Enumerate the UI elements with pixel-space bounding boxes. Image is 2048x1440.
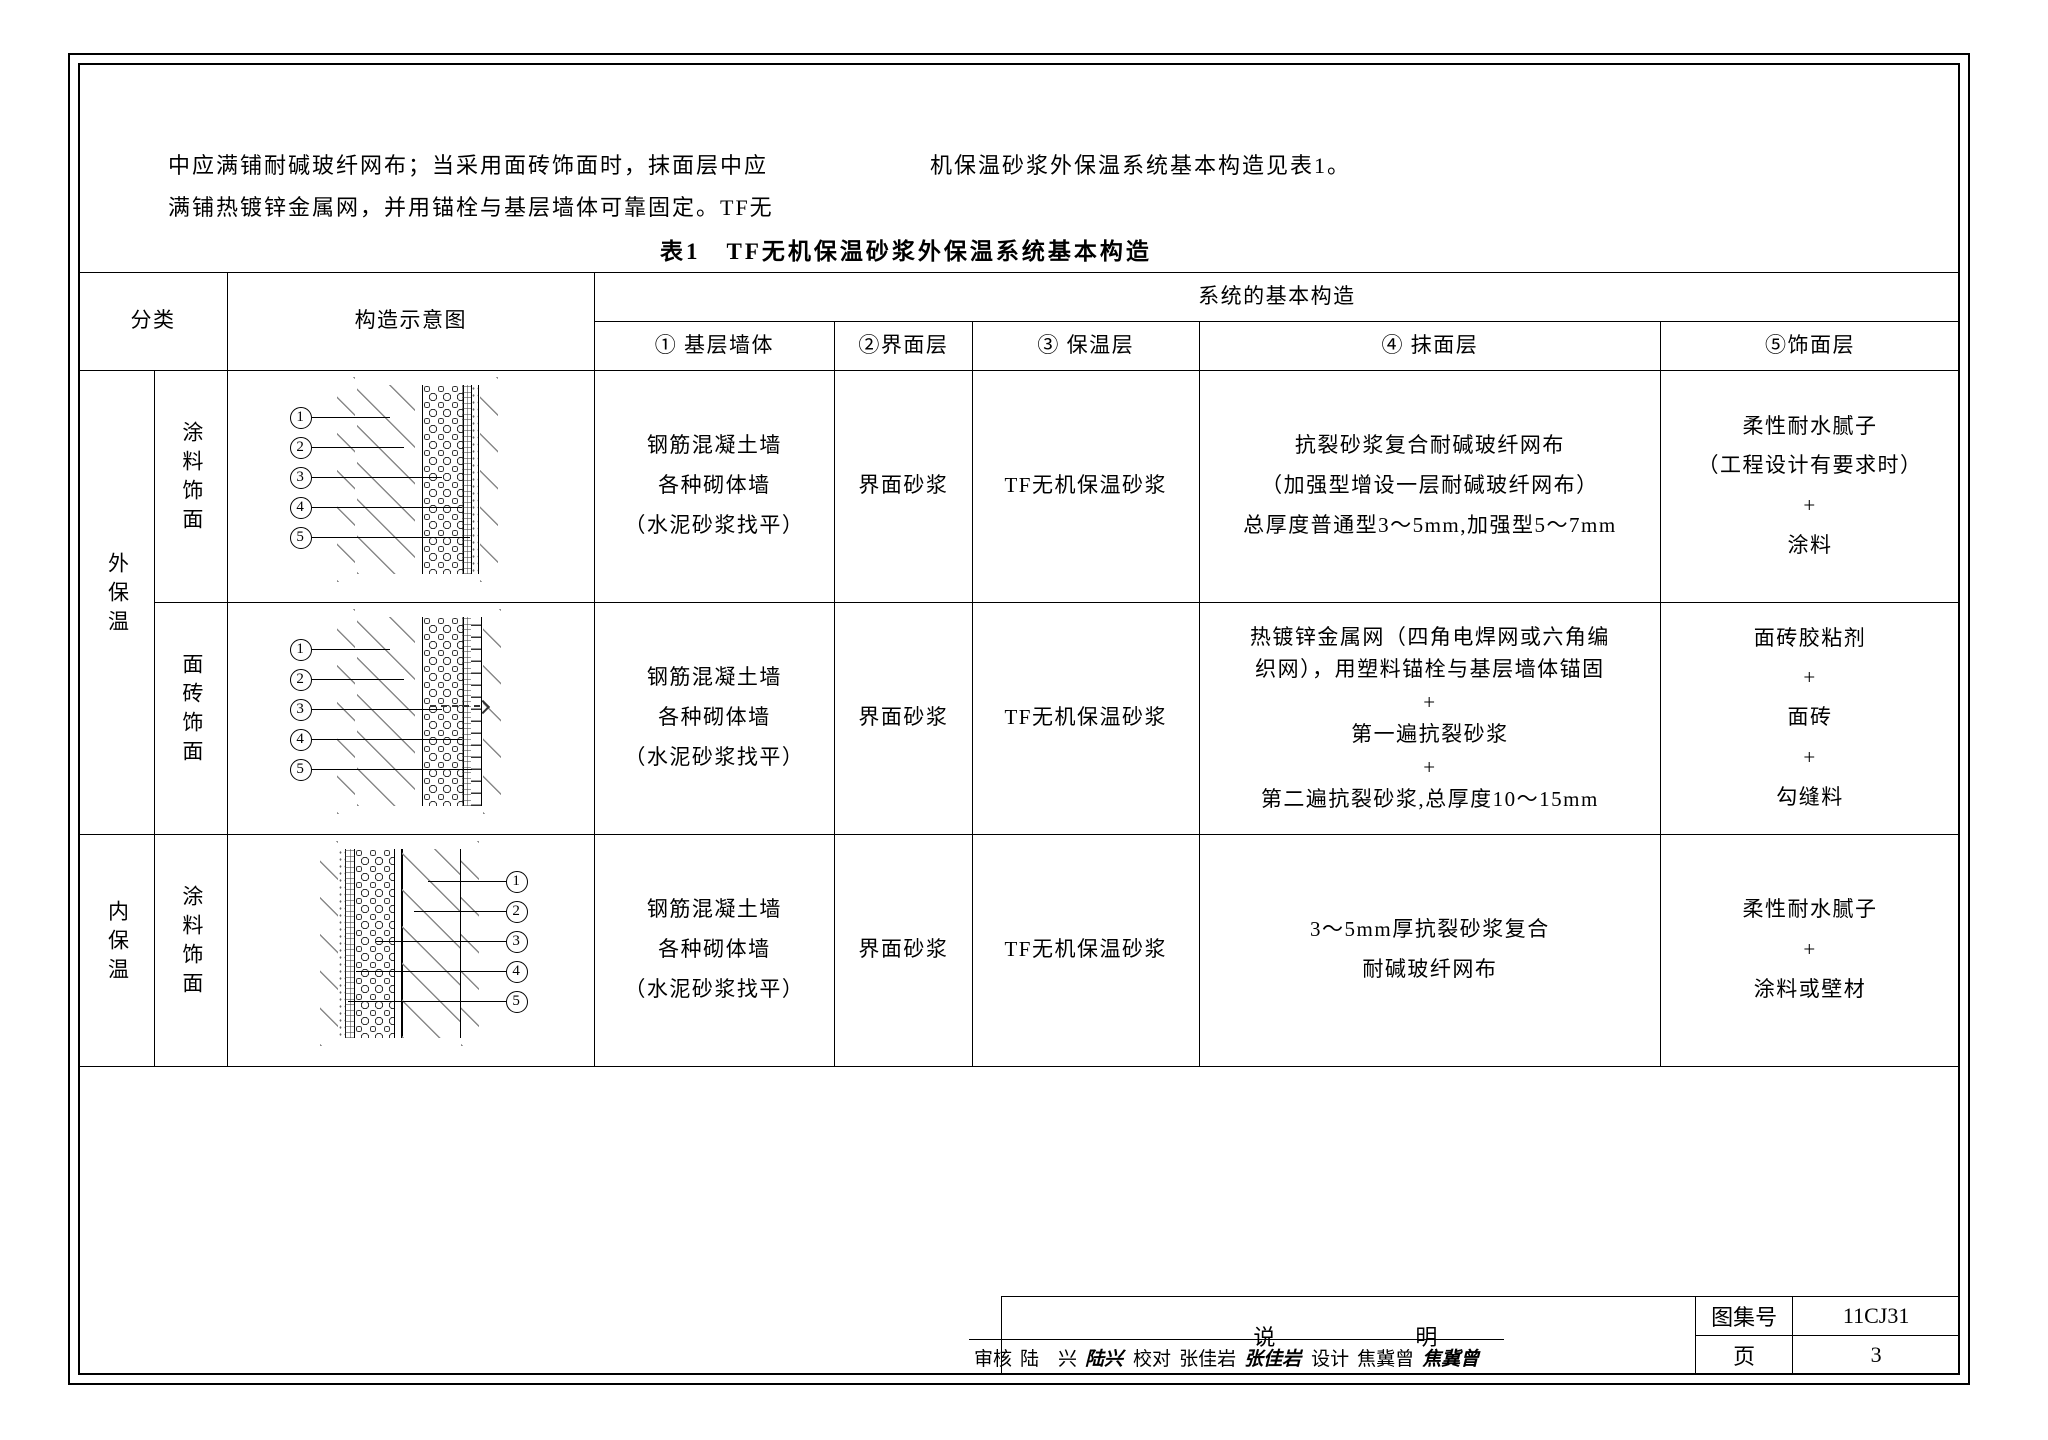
hdr-col1: ① 基层墙体: [594, 321, 834, 370]
main-table: 分类 构造示意图 系统的基本构造 ① 基层墙体 ②界面层 ③ 保温层 ④ 抹面层…: [78, 272, 1960, 1067]
r3-finish: 柔性耐水腻子 + 涂料或壁材: [1661, 834, 1960, 1066]
intro-text-right: 机保温砂浆外保温系统基本构造见表1。: [930, 148, 1351, 180]
r1-interface: 界面砂浆: [835, 370, 973, 602]
hdr-col4: ④ 抹面层: [1199, 321, 1660, 370]
table-title: 表1 TF无机保温砂浆外保温系统基本构造: [660, 232, 1152, 266]
r3-insul: TF无机保温砂浆: [972, 834, 1199, 1066]
diagram-1: 1 2 3 4 5: [227, 370, 594, 602]
r3-plaster: 3～5mm厚抗裂砂浆复合 耐碱玻纤网布: [1199, 834, 1660, 1066]
hdr-diagram: 构造示意图: [227, 273, 594, 371]
set-no: 11CJ31: [1793, 1297, 1960, 1336]
r3-base: 钢筋混凝土墙 各种砌体墙 （水泥砂浆找平）: [594, 834, 834, 1066]
hdr-system: 系统的基本构造: [594, 273, 1959, 322]
r2-plaster: 热镀锌金属网（四角电焊网或六角编 织网），用塑料锚栓与基层墙体锚固 + 第一遍抗…: [1199, 602, 1660, 834]
r1-finish: 柔性耐水腻子 （工程设计有要求时） + 涂料: [1661, 370, 1960, 602]
r2-base: 钢筋混凝土墙 各种砌体墙 （水泥砂浆找平）: [594, 602, 834, 834]
r2-finish: 面砖胶粘剂 + 面砖 + 勾缝料: [1661, 602, 1960, 834]
r1-plaster: 抗裂砂浆复合耐碱玻纤网布 （加强型增设一层耐碱玻纤网布） 总厚度普通型3～5mm…: [1199, 370, 1660, 602]
sub-paint-1: 涂料饰面: [155, 370, 228, 602]
intro-line1: 中应满铺耐碱玻纤网布；当采用面砖饰面时，抹面层中应: [168, 153, 768, 178]
hdr-col3: ③ 保温层: [972, 321, 1199, 370]
signature-strip: 审核 陆 兴 陆兴 校对 张佳岩 张佳岩 设计 焦冀曾 焦冀曾: [969, 1339, 1504, 1374]
sub-paint-2: 涂料饰面: [155, 834, 228, 1066]
r2-interface: 界面砂浆: [835, 602, 973, 834]
cat-inner: 内保温: [79, 834, 155, 1066]
r1-base: 钢筋混凝土墙 各种砌体墙 （水泥砂浆找平）: [594, 370, 834, 602]
r3-interface: 界面砂浆: [835, 834, 973, 1066]
hdr-col5: ⑤饰面层: [1661, 321, 1960, 370]
cat-outer: 外保温: [79, 370, 155, 834]
r2-insul: TF无机保温砂浆: [972, 602, 1199, 834]
sub-tile: 面砖饰面: [155, 602, 228, 834]
hdr-col2: ②界面层: [835, 321, 973, 370]
intro-line2: 满铺热镀锌金属网，并用锚栓与基层墙体可靠固定。TF无: [168, 195, 774, 220]
diagram-2: 1 2 3 4 5: [227, 602, 594, 834]
set-label: 图集号: [1696, 1297, 1793, 1336]
hdr-category: 分类: [79, 273, 228, 371]
page-no: 3: [1793, 1336, 1960, 1375]
page-label: 页: [1696, 1336, 1793, 1375]
diagram-3: 1 2 3 4 5: [227, 834, 594, 1066]
r1-insul: TF无机保温砂浆: [972, 370, 1199, 602]
intro-text: 中应满铺耐碱玻纤网布；当采用面砖饰面时，抹面层中应 满铺热镀锌金属网，并用锚栓与…: [168, 145, 774, 229]
